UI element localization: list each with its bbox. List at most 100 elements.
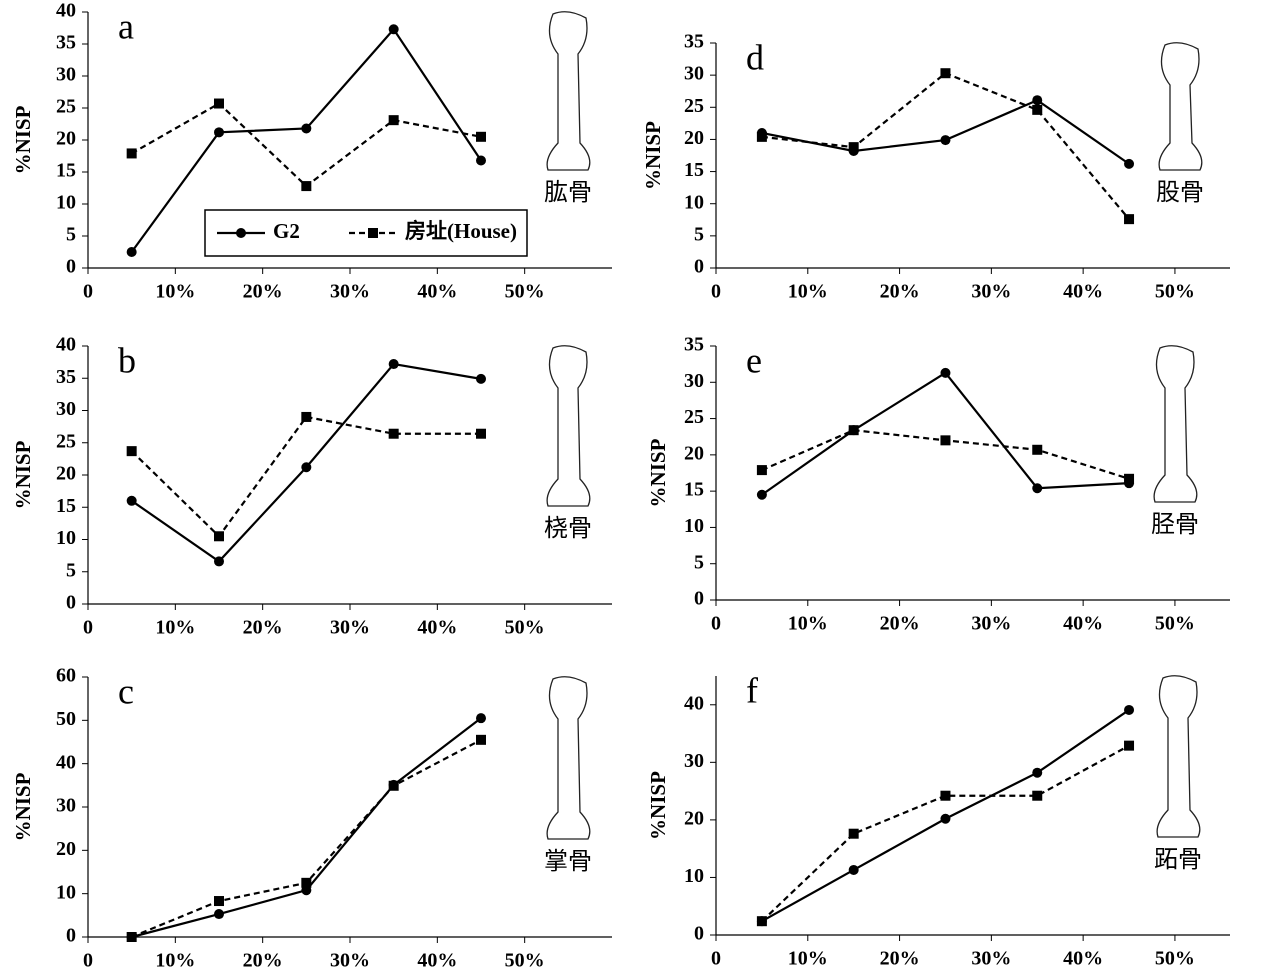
panel: 0 10 20 30 40 50 60 0 10% 20% 30% 40% 50% %NISP c 掌骨 xyxy=(11,665,612,972)
marker xyxy=(126,247,137,257)
marker xyxy=(1124,740,1135,751)
y-tick-label: 5 xyxy=(66,559,76,581)
x-tick-label: 0 xyxy=(83,281,93,303)
panel: 0 5 10 15 20 25 30 35 40 0 10% 20% 30% 40% 50% %NISP b 桡骨 xyxy=(11,334,612,639)
y-axis-label: %NISP xyxy=(11,772,35,841)
y-tick-label: 20 xyxy=(684,807,704,829)
y-axis-label: %NISP xyxy=(646,771,670,840)
y-tick-label: 35 xyxy=(56,366,76,388)
x-tick-label: 20% xyxy=(243,950,283,972)
x-tick-label: 40% xyxy=(1063,613,1103,635)
marker xyxy=(756,916,767,927)
series-line xyxy=(761,98,1130,165)
marker xyxy=(1124,704,1135,715)
bone-name: 胫骨 xyxy=(1151,510,1199,538)
y-tick-label: 20 xyxy=(684,127,704,149)
y-axis-label: %NISP xyxy=(646,438,670,507)
legend-label: G2 xyxy=(273,219,300,243)
y-tick-label: 10 xyxy=(684,191,704,213)
y-tick-label: 30 xyxy=(56,398,76,420)
panel: 0 5 10 15 20 25 30 35 0 10% 20% 30% 40% 50% %NISP d 股骨 xyxy=(641,31,1230,303)
marker xyxy=(476,734,486,745)
x-tick-label: 20% xyxy=(880,281,920,303)
x-tick-label: 50% xyxy=(505,281,545,303)
x-tick-label: 40% xyxy=(417,281,457,303)
x-tick-label: 10% xyxy=(788,613,828,635)
y-tick-label: 10 xyxy=(684,515,704,537)
marker xyxy=(756,489,767,500)
x-tick-label: 30% xyxy=(971,281,1011,303)
marker xyxy=(126,148,137,159)
y-tick-label: 25 xyxy=(56,430,76,452)
marker xyxy=(301,123,312,134)
y-tick-label: 25 xyxy=(684,95,704,117)
marker xyxy=(848,864,859,875)
x-tick-label: 10% xyxy=(155,950,195,972)
bone-sketch xyxy=(1153,345,1198,503)
bone-name: 掌骨 xyxy=(544,847,592,875)
x-tick-label: 0 xyxy=(711,613,721,635)
marker xyxy=(1032,95,1043,106)
bone-sketch xyxy=(546,676,591,840)
y-tick-label: 15 xyxy=(56,160,76,182)
panel-letter: e xyxy=(746,340,762,380)
bone-sketch xyxy=(546,11,591,171)
marker xyxy=(848,142,859,153)
legend-marker xyxy=(368,228,378,238)
series-line xyxy=(761,71,1130,220)
x-tick-label: 40% xyxy=(417,617,457,639)
x-tick-label: 0 xyxy=(83,617,93,639)
x-tick-label: 0 xyxy=(711,281,721,303)
marker xyxy=(126,495,137,506)
marker xyxy=(1124,473,1135,484)
marker xyxy=(476,713,486,724)
marker xyxy=(214,127,224,138)
x-tick-label: 10% xyxy=(788,948,828,970)
marker xyxy=(940,68,951,79)
panel-letter: d xyxy=(746,37,764,77)
marker xyxy=(1032,483,1043,494)
marker xyxy=(1032,104,1043,115)
x-tick-label: 30% xyxy=(330,281,370,303)
y-tick-label: 15 xyxy=(56,495,76,517)
y-tick-label: 5 xyxy=(66,224,76,246)
y-tick-label: 40 xyxy=(684,692,704,714)
panel-letter: a xyxy=(118,6,134,46)
marker xyxy=(301,877,312,888)
x-tick-label: 20% xyxy=(243,281,283,303)
marker xyxy=(301,411,312,422)
marker xyxy=(1032,767,1043,778)
marker xyxy=(756,131,767,142)
x-tick-label: 10% xyxy=(155,617,195,639)
y-tick-label: 5 xyxy=(694,551,704,573)
y-tick-label: 0 xyxy=(66,925,76,947)
y-tick-label: 40 xyxy=(56,0,76,22)
series-line xyxy=(761,371,1130,496)
x-tick-label: 10% xyxy=(788,281,828,303)
y-tick-label: 10 xyxy=(56,881,76,903)
marker xyxy=(756,465,767,476)
legend-box xyxy=(204,209,528,257)
marker xyxy=(940,813,951,824)
marker xyxy=(301,462,312,473)
x-tick-label: 50% xyxy=(1155,948,1195,970)
x-tick-label: 30% xyxy=(330,617,370,639)
bone-sketch xyxy=(1158,42,1203,171)
marker xyxy=(214,98,224,109)
x-tick-label: 20% xyxy=(880,948,920,970)
y-tick-label: 40 xyxy=(56,751,76,773)
y-tick-label: 0 xyxy=(694,256,704,278)
marker xyxy=(848,425,859,436)
y-tick-label: 30 xyxy=(684,750,704,772)
x-tick-label: 20% xyxy=(243,617,283,639)
marker xyxy=(848,828,859,839)
x-tick-label: 30% xyxy=(330,950,370,972)
panel: 0 10 20 30 40 0 10% 20% 30% 40% 50% %NISP f 跖骨 xyxy=(646,670,1230,970)
marker xyxy=(940,790,951,801)
x-tick-label: 0 xyxy=(83,950,93,972)
marker xyxy=(388,24,399,35)
marker xyxy=(214,909,224,920)
marker xyxy=(1032,790,1043,801)
marker xyxy=(214,556,224,567)
marker xyxy=(388,359,399,370)
